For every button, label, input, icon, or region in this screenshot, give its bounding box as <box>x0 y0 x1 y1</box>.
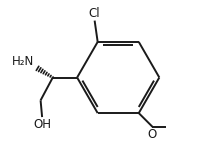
Text: Cl: Cl <box>89 7 101 20</box>
Text: H₂N: H₂N <box>12 55 34 68</box>
Text: OH: OH <box>33 118 51 131</box>
Text: O: O <box>148 128 157 141</box>
